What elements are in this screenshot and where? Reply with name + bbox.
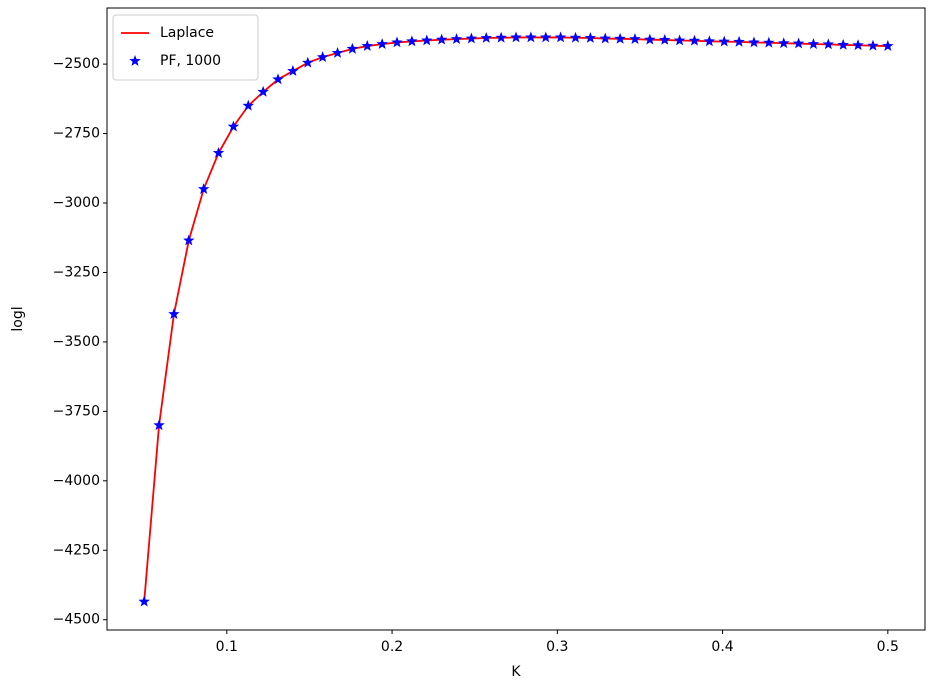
y-tick-label: −3000 [53, 195, 100, 211]
star-marker [673, 34, 686, 46]
y-tick-label: −2750 [53, 126, 100, 142]
star-marker [525, 31, 537, 43]
y-tick-label: −4500 [53, 612, 100, 628]
star-marker [242, 99, 254, 111]
star-marker [837, 38, 849, 50]
star-marker [659, 33, 671, 45]
star-marker [867, 39, 879, 51]
star-marker [584, 32, 597, 43]
star-marker [287, 65, 299, 76]
star-marker [778, 37, 790, 49]
star-marker [748, 36, 760, 48]
star-marker [688, 34, 701, 46]
legend-label: PF, 1000 [160, 53, 221, 69]
x-tick-label: 0.5 [877, 639, 899, 655]
x-tick-label: 0.1 [216, 639, 238, 655]
x-tick-label: 0.3 [546, 639, 568, 655]
star-marker [376, 38, 388, 49]
star-marker [272, 73, 284, 85]
star-marker [629, 33, 641, 44]
star-marker [316, 51, 329, 63]
star-marker [792, 37, 805, 49]
star-marker [614, 32, 626, 44]
star-marker [554, 31, 567, 43]
star-marker [822, 38, 835, 50]
star-marker [391, 36, 403, 48]
star-marker [435, 33, 448, 45]
x-axis-label: K [511, 664, 521, 680]
star-marker [807, 38, 820, 49]
star-marker [465, 32, 478, 44]
star-marker [495, 31, 507, 43]
star-marker [569, 31, 582, 43]
y-tick-label: −2500 [53, 56, 100, 72]
y-tick-label: −4250 [53, 542, 100, 558]
star-marker [421, 34, 433, 46]
y-tick-label: −3750 [53, 403, 100, 419]
y-tick-label: −3250 [53, 264, 100, 280]
x-tick-label: 0.4 [711, 639, 733, 655]
star-marker [168, 308, 180, 319]
legend-marker [129, 55, 141, 66]
star-marker [302, 56, 314, 68]
star-marker [450, 33, 463, 44]
line [143, 36, 888, 602]
legend-box [112, 14, 259, 81]
star-marker [197, 183, 210, 194]
star-marker [331, 47, 344, 58]
star-marker [763, 36, 775, 48]
star-marker [257, 85, 269, 97]
y-tick-label: −3500 [53, 334, 100, 350]
x-tick-label: 0.2 [381, 639, 403, 655]
legend-label: Laplace [160, 25, 214, 41]
star-marker [540, 31, 552, 43]
star-marker [480, 32, 492, 43]
y-axis-label: logl [10, 306, 26, 331]
star-marker [510, 31, 522, 43]
plot-frame [106, 7, 926, 631]
star-marker [212, 147, 225, 158]
star-marker [153, 419, 165, 431]
star-marker [644, 33, 656, 45]
star-marker [882, 40, 894, 51]
star-marker [183, 234, 195, 246]
star-marker [361, 40, 373, 51]
star-marker [599, 32, 611, 44]
star-marker [227, 120, 240, 132]
star-marker [138, 595, 150, 607]
star-marker [406, 35, 418, 47]
star-marker [852, 39, 864, 51]
star-marker [346, 42, 359, 54]
star-marker [718, 35, 730, 47]
star-marker [733, 35, 745, 47]
star-marker [703, 35, 716, 47]
y-tick-label: −4000 [53, 473, 100, 489]
